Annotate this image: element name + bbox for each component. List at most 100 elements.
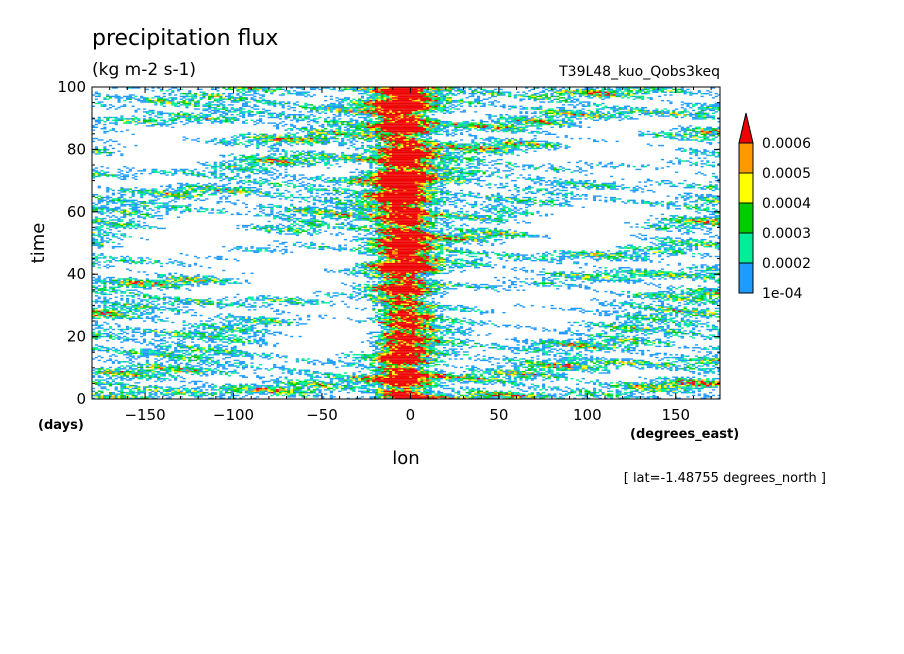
precip-cell [420, 323, 423, 324]
precip-cell [375, 315, 378, 316]
precip-cell [234, 388, 237, 389]
precip-cell [364, 355, 367, 356]
precip-cell [565, 395, 568, 396]
precip-cell [236, 306, 239, 307]
precip-cell [352, 386, 355, 387]
precip-cell [638, 384, 644, 385]
precip-cell [265, 320, 271, 321]
precip-cell [440, 378, 443, 379]
precip-cell [582, 309, 585, 310]
precip-cell [191, 365, 200, 366]
precip-cell [265, 368, 268, 369]
precip-cell [112, 304, 118, 305]
precip-cell [225, 386, 231, 387]
precip-cell [709, 386, 712, 387]
precip-cell [633, 308, 636, 309]
precip-cell [638, 315, 647, 316]
precip-cell [296, 358, 299, 359]
precip-cell [316, 377, 322, 378]
precip-cell [358, 375, 361, 376]
precip-cell [511, 358, 514, 359]
precip-cell [330, 379, 333, 380]
precip-cell [117, 336, 120, 337]
precip-cell [553, 377, 559, 378]
precip-cell [401, 319, 404, 320]
precip-cell [429, 388, 432, 389]
precip-cell [279, 320, 282, 321]
precip-cell [590, 346, 593, 347]
precip-cell [420, 308, 423, 309]
precip-cell [211, 395, 214, 396]
precip-cell [551, 374, 557, 375]
precip-cell [160, 306, 166, 307]
precip-cell [296, 361, 299, 362]
precip-cell [545, 354, 548, 355]
precip-cell [664, 388, 667, 389]
precip-cell [514, 371, 517, 372]
precip-cell [570, 348, 573, 349]
precip-cell [265, 391, 268, 392]
precip-cell [273, 311, 279, 312]
precip-cell [440, 341, 446, 342]
precip-cell [426, 320, 429, 321]
precip-cell [491, 309, 494, 310]
precip-cell [539, 361, 542, 362]
precip-cell [417, 365, 420, 366]
precip-cell [403, 365, 406, 366]
precip-cell [434, 305, 437, 306]
precip-cell [106, 313, 112, 314]
precip-cell [485, 395, 488, 396]
precip-cell [706, 325, 709, 326]
precip-cell [698, 333, 701, 334]
precip-cell [570, 370, 576, 371]
precip-cell [630, 325, 636, 326]
precip-cell [505, 374, 508, 375]
precip-cell [123, 392, 126, 393]
precip-cell [395, 371, 418, 372]
precip-cell [488, 374, 491, 375]
precip-cell [587, 344, 590, 345]
precip-cell [443, 355, 446, 356]
precip-cell [633, 386, 639, 387]
precip-cell [273, 365, 276, 366]
precip-cell [369, 360, 372, 361]
precip-cell [460, 395, 463, 396]
precip-cell [242, 367, 248, 368]
precip-cell [364, 308, 367, 309]
precip-cell [194, 395, 200, 396]
precip-cell [183, 367, 186, 368]
precip-cell [579, 362, 588, 363]
precip-cell [392, 370, 398, 371]
precip-cell [460, 375, 463, 376]
precip-cell [483, 371, 492, 372]
precip-cell [140, 343, 143, 344]
precip-cell [406, 318, 418, 319]
precip-cell [463, 333, 466, 334]
precip-cell [242, 351, 248, 352]
precip-cell [197, 339, 200, 340]
precip-cell [378, 375, 384, 376]
precip-cell [437, 337, 440, 338]
precip-cell [446, 332, 455, 333]
precip-cell [483, 381, 492, 382]
precip-cell [426, 392, 429, 393]
precip-cell [134, 358, 137, 359]
precip-cell [307, 395, 310, 396]
precip-cell [132, 353, 138, 354]
precip-cell [604, 327, 607, 328]
precip-cell [420, 357, 423, 358]
precip-cell [157, 371, 160, 372]
precip-cell [313, 385, 316, 386]
precip-cell [675, 329, 678, 330]
precip-cell [417, 309, 423, 310]
precip-cell [347, 384, 350, 385]
precip-cell [234, 360, 240, 361]
precip-cell [630, 388, 636, 389]
precip-cell [698, 313, 701, 314]
precip-cell [423, 378, 426, 379]
precip-cell [95, 379, 98, 380]
precip-cell [545, 340, 554, 341]
precip-cell [672, 357, 684, 358]
precip-cell [681, 313, 684, 314]
precip-cell [604, 347, 607, 348]
